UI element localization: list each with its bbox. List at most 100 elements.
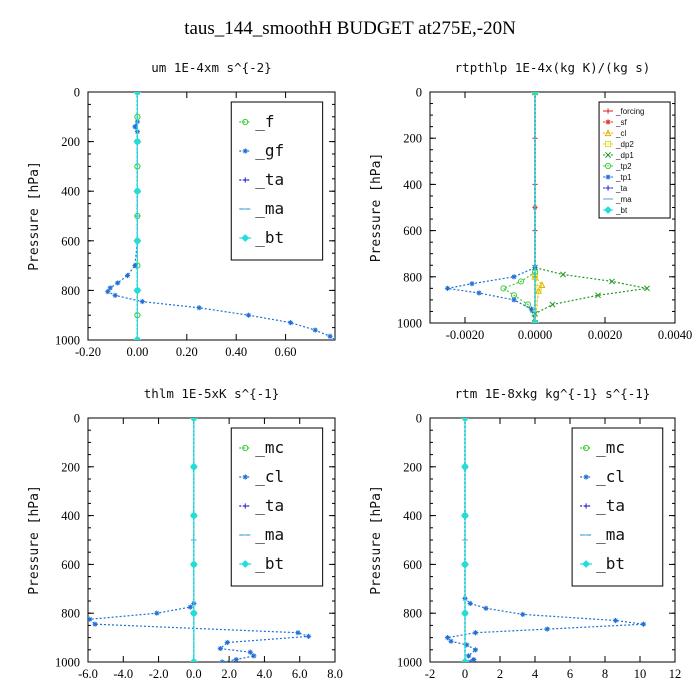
series-line_cl — [88, 418, 309, 662]
y-tick-label: 600 — [61, 558, 80, 572]
y-tick-label: 600 — [403, 224, 422, 238]
legend-label: _bt — [255, 554, 284, 573]
chart-panel-1: um 1E-4xm s^{-2} Pressure [hPa] 0 200 400 600… — [27, 60, 336, 359]
legend-label: _mc — [596, 438, 625, 457]
data-point — [88, 616, 93, 622]
y-tick-label: 200 — [61, 135, 80, 149]
data-point — [105, 289, 111, 295]
data-point — [189, 511, 198, 520]
figure-title: taus_144_smoothH BUDGET at275E,-20N — [184, 18, 516, 39]
legend-box — [598, 101, 671, 219]
data-point — [224, 639, 230, 646]
legend-marker — [605, 174, 611, 180]
data-point — [461, 462, 469, 471]
y-tick-label: 200 — [61, 460, 80, 474]
y-tick-label: 0 — [74, 86, 80, 100]
legend-label: _dp2 — [615, 140, 634, 149]
data-point — [467, 600, 473, 607]
x-tick-label: 0.0000 — [518, 328, 552, 342]
data-point — [609, 278, 615, 285]
y-tick-label: 1000 — [55, 656, 80, 670]
data-point — [133, 286, 142, 295]
legend-label: _ma — [615, 195, 632, 204]
series-line_gf — [106, 92, 335, 340]
data-point — [112, 292, 118, 298]
data-point — [595, 292, 601, 299]
y-tick-label: 0 — [416, 412, 422, 426]
data-point — [133, 236, 142, 245]
data-point — [247, 649, 253, 655]
y-tick-label: 800 — [61, 607, 80, 621]
data-point — [189, 658, 198, 662]
data-point — [464, 642, 470, 648]
data-point — [233, 656, 239, 662]
data-point — [461, 418, 469, 422]
data-point — [139, 298, 145, 305]
data-point — [461, 511, 469, 520]
x-tick-label: -2 — [425, 667, 435, 681]
legend-marker — [605, 152, 612, 158]
data-point — [154, 610, 160, 616]
data-point — [535, 285, 542, 292]
legend-label: _bt — [596, 554, 625, 573]
panel-title: rtpthlp 1E-4x(kg K)/(kg s) — [455, 60, 651, 75]
data-point — [219, 659, 225, 662]
data-point — [444, 285, 451, 291]
legend-label: _ta — [255, 496, 284, 515]
series-group — [88, 418, 312, 662]
panel-title: rtm 1E-8xkg kg^{-1} s^{-1} — [455, 386, 651, 401]
legend-label: _ma — [255, 525, 284, 544]
data-point — [511, 297, 517, 303]
x-tick-label: -0.20 — [75, 345, 101, 359]
y-tick-label: 200 — [403, 132, 422, 146]
x-tick-label: 4 — [532, 667, 539, 681]
data-point — [483, 605, 489, 611]
series-group — [444, 92, 650, 323]
legend-label: _ma — [255, 199, 284, 218]
legend-marker — [604, 140, 612, 148]
series-line_cl — [534, 92, 543, 323]
legend-marker — [242, 177, 248, 183]
y-tick-label: 1000 — [397, 656, 422, 670]
y-tick-label: 1000 — [55, 334, 80, 348]
x-tick-label: -2.0 — [149, 667, 169, 681]
data-point — [476, 290, 482, 296]
legend-label: _tp2 — [615, 162, 632, 171]
data-point — [612, 617, 619, 624]
x-tick-label: 0.0020 — [588, 328, 622, 342]
y-tick-label: 400 — [61, 185, 80, 199]
data-point — [549, 301, 556, 308]
data-point — [305, 633, 312, 639]
data-point — [528, 306, 535, 312]
y-axis-label: Pressure [hPa] — [27, 485, 42, 595]
data-point — [245, 312, 252, 318]
legend-label: _ta — [255, 170, 284, 189]
data-point — [189, 609, 198, 618]
data-point — [251, 653, 257, 659]
data-point — [189, 560, 198, 569]
series-group — [444, 418, 647, 662]
x-tick-label: 0 — [462, 667, 468, 681]
legend-label: _cl — [255, 467, 284, 486]
y-tick-label: 800 — [403, 270, 422, 284]
x-tick-label: -0.0020 — [446, 328, 485, 342]
x-tick-label: -6.0 — [78, 667, 98, 681]
data-point — [544, 626, 550, 632]
legend-label: _sf — [615, 118, 627, 127]
legend-marker — [242, 148, 248, 154]
x-tick-label: 8 — [602, 667, 608, 681]
legend-marker — [604, 162, 612, 170]
legend-label: _tp1 — [615, 173, 632, 182]
data-point — [469, 281, 475, 287]
data-point — [312, 327, 318, 333]
x-tick-label: 2 — [497, 667, 503, 681]
legend-label: _ta — [615, 184, 628, 193]
series-line_tp2 — [502, 92, 536, 323]
chart-panel-2: rtpthlp 1E-4x(kg K)/(kg s) Pressure [hPa]… — [369, 60, 692, 342]
y-tick-label: 400 — [403, 178, 422, 192]
x-tick-label: -4.0 — [113, 667, 133, 681]
legend-label: _cl — [596, 467, 625, 486]
legend-label: _gf — [255, 141, 284, 160]
x-tick-label: 0.60 — [275, 345, 297, 359]
